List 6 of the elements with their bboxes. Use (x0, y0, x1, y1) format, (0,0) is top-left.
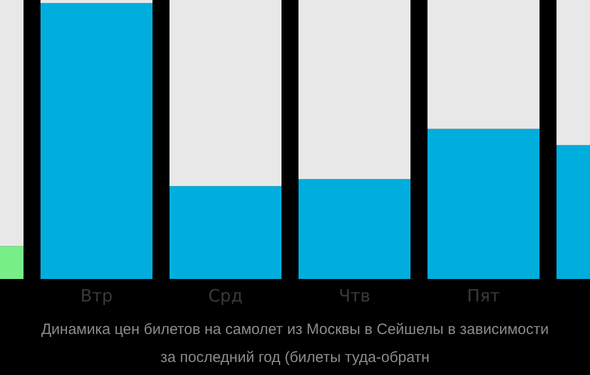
x-tick-label: Втр (80, 286, 113, 306)
x-tick-label: Чтв (338, 286, 370, 306)
x-tick-label: Срд (208, 286, 243, 306)
x-tick-label: Пят (467, 286, 500, 306)
text: за последний год (билеты туда-обратн (159, 349, 431, 366)
text: Динамика цен билетов на самолет из Москвы в Сейшелы в зависимости (40, 321, 550, 338)
